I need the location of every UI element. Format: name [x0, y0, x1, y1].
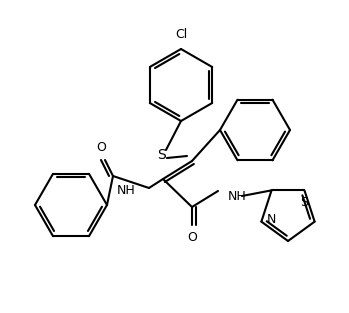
Text: S: S [157, 148, 165, 162]
Text: NH: NH [228, 189, 247, 203]
Text: O: O [96, 141, 106, 154]
Text: N: N [266, 213, 276, 226]
Text: NH: NH [117, 184, 136, 198]
Text: S: S [300, 196, 309, 209]
Text: Cl: Cl [175, 28, 187, 41]
Text: O: O [187, 231, 197, 244]
